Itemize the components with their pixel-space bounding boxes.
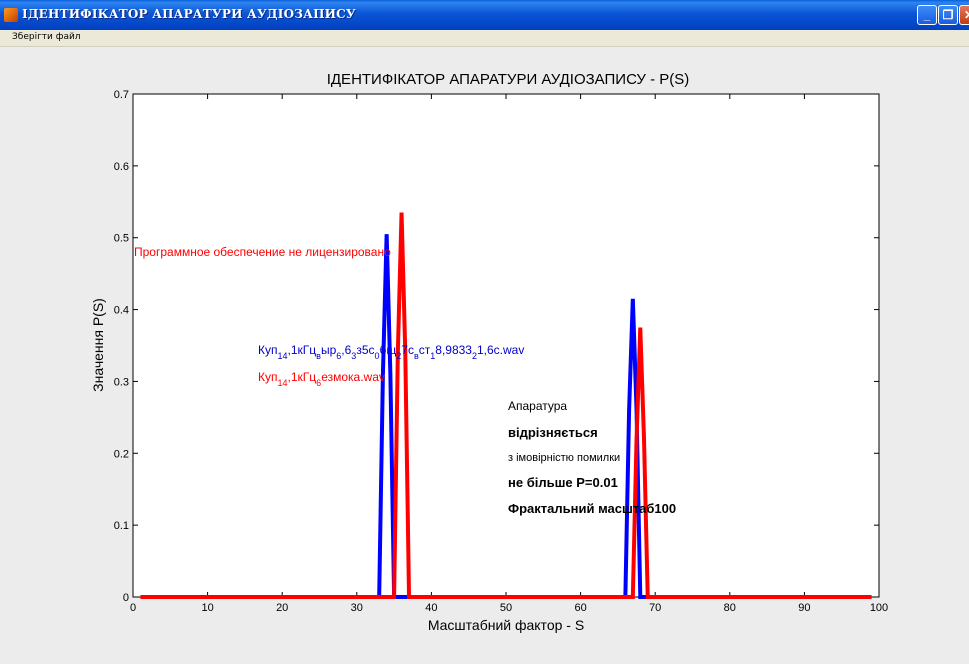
x-tick-label: 100 xyxy=(870,602,888,614)
y-tick-label: 0.3 xyxy=(114,376,129,388)
license-warning: Программное обеспечение не лицензировано xyxy=(134,245,391,259)
result-line-1: Апаратура xyxy=(508,399,567,413)
file-label-red: Куп14,1кГц6езмока.wav xyxy=(258,370,385,388)
y-tick-label: 0 xyxy=(123,592,129,604)
close-icon: ✕ xyxy=(964,8,969,22)
x-tick-label: 90 xyxy=(798,602,810,614)
figure-area: ІДЕНТИФІКАТОР АПАРАТУРИ АУДІОЗАПИСУ - P(… xyxy=(0,47,969,664)
result-line-3: з імовірністю помилки xyxy=(508,452,620,464)
y-tick-label: 0.2 xyxy=(114,448,129,460)
menu-save-file[interactable]: Зберігти файл xyxy=(12,32,81,42)
matlab-app-icon xyxy=(4,8,18,22)
window-title: ІДЕНТИФІКАТОР АПАРАТУРИ АУДІОЗАПИСУ xyxy=(22,7,356,21)
y-tick-label: 0.5 xyxy=(114,233,129,245)
chart-svg: ІДЕНТИФІКАТОР АПАРАТУРИ АУДІОЗАПИСУ - P(… xyxy=(90,71,888,633)
x-axis-label: Масштабний фактор - S xyxy=(428,617,584,633)
y-tick-label: 0.1 xyxy=(114,520,129,532)
y-tick-label: 0.4 xyxy=(114,305,129,317)
x-tick-label: 80 xyxy=(724,602,736,614)
chart-title: ІДЕНТИФІКАТОР АПАРАТУРИ АУДІОЗАПИСУ - P(… xyxy=(327,71,690,88)
restore-icon: ❐ xyxy=(942,8,954,22)
y-tick-label: 0.7 xyxy=(114,89,129,101)
x-tick-label: 50 xyxy=(500,602,512,614)
minimize-icon: _ xyxy=(923,8,931,22)
result-line-5: Фрактальний масштаб100 xyxy=(508,501,676,516)
window-titlebar[interactable]: ІДЕНТИФІКАТОР АПАРАТУРИ АУДІОЗАПИСУ _ ❐ … xyxy=(0,0,969,30)
x-tick-label: 60 xyxy=(574,602,586,614)
series-line-red xyxy=(140,212,872,599)
menu-bar: Зберігти файл xyxy=(0,30,969,47)
restore-button[interactable]: ❐ xyxy=(938,5,958,25)
result-line-4: не більше P=0.01 xyxy=(508,475,618,490)
close-button[interactable]: ✕ xyxy=(959,5,969,25)
x-tick-label: 40 xyxy=(425,602,437,614)
result-line-2: відрізняється xyxy=(508,425,598,440)
y-axis-label: Значення P(S) xyxy=(90,298,106,392)
x-tick-label: 10 xyxy=(201,602,213,614)
minimize-button[interactable]: _ xyxy=(917,5,937,25)
x-tick-label: 20 xyxy=(276,602,288,614)
plot-area xyxy=(132,93,880,598)
x-tick-label: 70 xyxy=(649,602,661,614)
file-label-blue: Куп14,1кГцвыр6,63з5с0бщ27свст18,983321,6… xyxy=(258,343,524,361)
x-tick-label: 30 xyxy=(351,602,363,614)
x-tick-label: 0 xyxy=(130,602,136,614)
y-tick-label: 0.6 xyxy=(114,161,129,173)
